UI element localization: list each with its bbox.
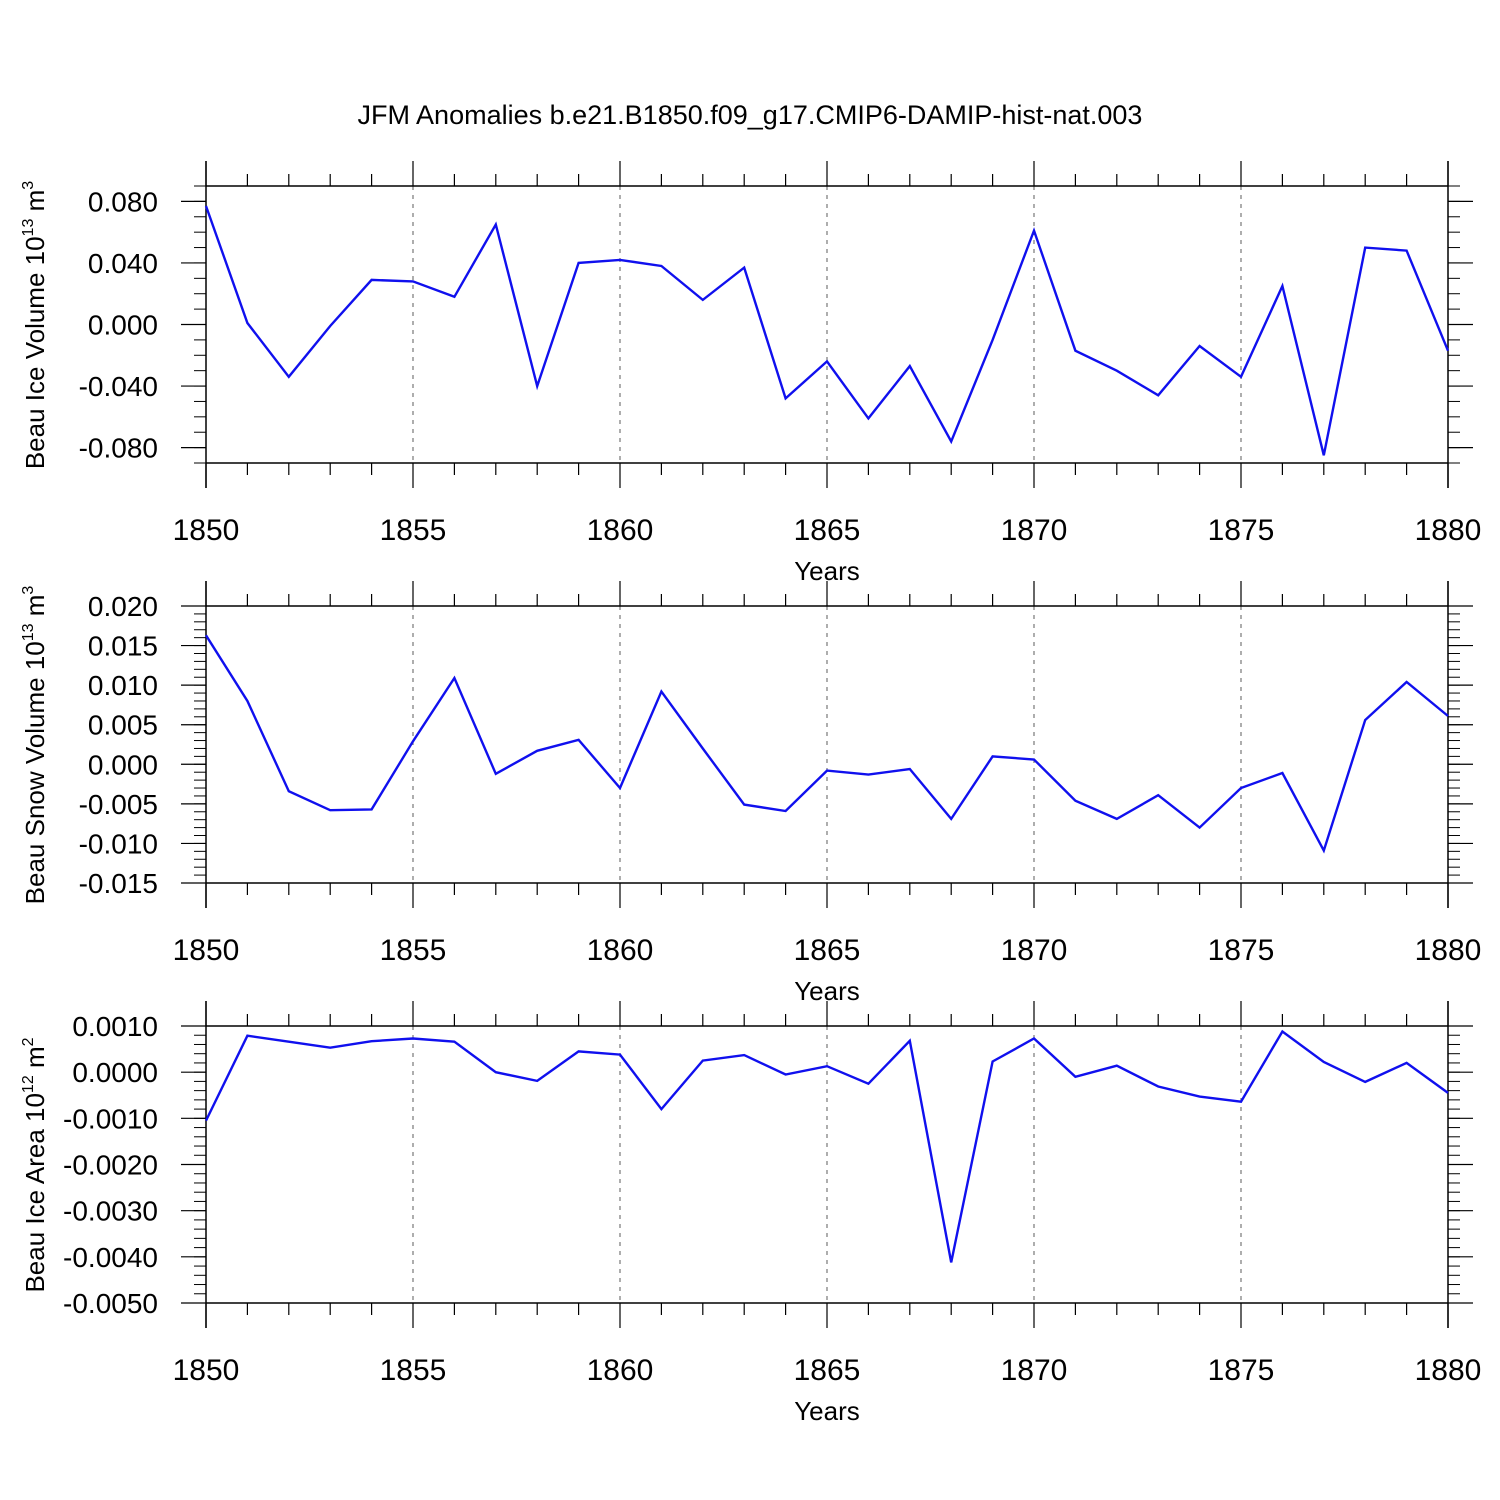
y-axis-label: Beau Ice Area 1012 m2 bbox=[20, 1037, 50, 1292]
y-tick-label: -0.0020 bbox=[63, 1150, 158, 1181]
x-tick-label: 1875 bbox=[1208, 1354, 1275, 1387]
y-tick-label: -0.005 bbox=[79, 789, 158, 820]
x-tick-label: 1880 bbox=[1415, 514, 1482, 547]
x-tick-label: 1850 bbox=[173, 514, 240, 547]
x-tick-label: 1860 bbox=[587, 934, 654, 967]
x-tick-label: 1855 bbox=[380, 1354, 447, 1387]
y-tick-label: 0.010 bbox=[88, 670, 158, 701]
x-tick-label: 1850 bbox=[173, 1354, 240, 1387]
panel-ice-volume: 1850 1855 1860 1865 1870 1875 1880 0.080 0.040 0.… bbox=[20, 161, 1481, 586]
panels: 1850 1855 1860 1865 1870 1875 1880 0.080 0.040 0.… bbox=[20, 161, 1481, 1426]
y-tick-label: 0.0010 bbox=[72, 1011, 158, 1042]
y-tick-label: -0.010 bbox=[79, 828, 158, 859]
y-tick-label: -0.015 bbox=[79, 868, 158, 899]
y-tick-label: 0.0000 bbox=[72, 1057, 158, 1088]
x-tick-label: 1875 bbox=[1208, 934, 1275, 967]
y-tick-label: -0.0010 bbox=[63, 1103, 158, 1134]
x-tick-label: 1855 bbox=[380, 934, 447, 967]
y-axis-label: Beau Snow Volume 1013 m3 bbox=[20, 586, 50, 905]
y-tick-label: 0.020 bbox=[88, 591, 158, 622]
x-tick-label: 1855 bbox=[380, 514, 447, 547]
x-tick-label: 1880 bbox=[1415, 1354, 1482, 1387]
y-tick-label: -0.080 bbox=[79, 433, 158, 464]
y-tick-label: 0.015 bbox=[88, 631, 158, 662]
x-tick-label: 1875 bbox=[1208, 514, 1275, 547]
y-tick-label: -0.040 bbox=[79, 371, 158, 402]
x-tick-label: 1870 bbox=[1001, 934, 1068, 967]
y-tick-label: 0.005 bbox=[88, 710, 158, 741]
x-axis-label: Years bbox=[794, 1396, 860, 1426]
y-tick-label: -0.0040 bbox=[63, 1242, 158, 1273]
y-tick-label: 0.040 bbox=[88, 248, 158, 279]
y-tick-label: 0.000 bbox=[88, 749, 158, 780]
x-tick-label: 1865 bbox=[794, 934, 861, 967]
y-axis-label: Beau Ice Volume 1013 m3 bbox=[20, 181, 50, 469]
x-tick-label: 1870 bbox=[1001, 1354, 1068, 1387]
x-tick-label: 1850 bbox=[173, 934, 240, 967]
x-tick-label: 1860 bbox=[587, 1354, 654, 1387]
chart-title: JFM Anomalies b.e21.B1850.f09_g17.CMIP6-… bbox=[358, 100, 1143, 130]
y-tick-label: -0.0050 bbox=[63, 1288, 158, 1319]
y-tick-label: -0.0030 bbox=[63, 1196, 158, 1227]
y-tick-label: 0.000 bbox=[88, 310, 158, 341]
x-tick-label: 1860 bbox=[587, 514, 654, 547]
x-tick-label: 1870 bbox=[1001, 514, 1068, 547]
x-tick-label: 1865 bbox=[794, 514, 861, 547]
x-tick-label: 1865 bbox=[794, 1354, 861, 1387]
panel-snow-volume: 1850 1855 1860 1865 1870 1875 1880 0.020 0.015 0.… bbox=[20, 581, 1481, 1006]
x-tick-label: 1880 bbox=[1415, 934, 1482, 967]
y-tick-label: 0.080 bbox=[88, 186, 158, 217]
panel-ice-area: 1850 1855 1860 1865 1870 1875 1880 0.0010 0.0000… bbox=[20, 1001, 1481, 1426]
